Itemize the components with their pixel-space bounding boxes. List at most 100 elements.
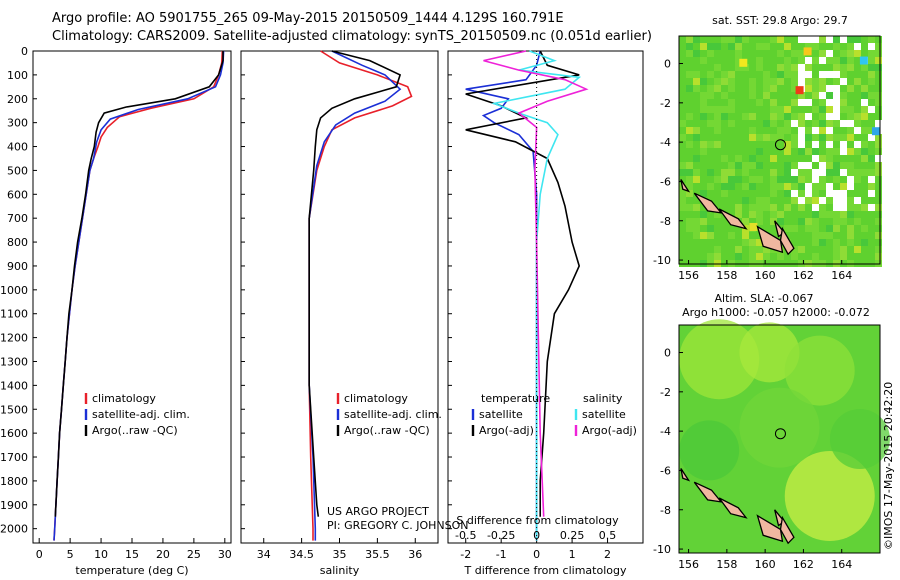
temp-axis-label: temperature (deg C) [75,564,188,577]
sst-pixel [861,190,868,197]
sst-pixel [728,78,735,85]
sst-pixel [763,253,770,260]
sst-pixel [784,218,791,225]
sst-pixel [756,141,763,148]
sst-pixel [875,148,882,155]
sst-pixel [693,239,700,246]
sst-pixel [721,120,728,127]
diff-series-line-1 [465,50,581,517]
sst-pixel [707,232,714,239]
sst-pixel [714,253,721,260]
sst-pixel [833,78,840,85]
sst-pixel [749,211,756,218]
sst-pixel [875,211,882,218]
sst-pixel [763,134,770,141]
sst-pixel [686,225,693,232]
sst-pixel [763,169,770,176]
sst-pixel [812,106,819,113]
sst-pixel [833,197,840,204]
sst-pixel [791,134,798,141]
s-diff-tick-label: -0.5 [455,529,476,542]
sst-pixel [854,204,861,211]
sst-pixel [791,78,798,85]
sst-pixel [854,134,861,141]
sst-pixel [756,162,763,169]
sst-pixel [763,183,770,190]
sst-pixel [770,92,777,99]
sst-pixel [749,239,756,246]
sst-pixel [700,190,707,197]
sst-pixel [735,211,742,218]
sst-pixel [854,99,861,106]
sst-pixel [875,176,882,183]
sst-pixel [833,134,840,141]
sst-pixel [777,134,784,141]
sst-pixel [700,239,707,246]
sst-pixel [728,239,735,246]
sst-pixel [721,246,728,253]
sst-pixel [700,85,707,92]
sst-pixel [742,183,749,190]
sst-pixel [721,106,728,113]
sst-pixel [847,197,854,204]
sst-pixel [700,232,707,239]
sst-pixel [742,113,749,120]
sst-pixel [728,232,735,239]
sst-pixel [847,155,854,162]
sst-pixel [749,113,756,120]
sst-pixel [847,120,854,127]
sst-pixel [679,85,686,92]
sst-pixel [791,211,798,218]
sst-pixel [840,78,847,85]
sst-pixel [819,43,826,50]
sst-pixel [826,50,833,57]
sst-pixel [700,246,707,253]
sst-pixel [847,141,854,148]
sst-pixel [847,211,854,218]
sst-pixel [847,99,854,106]
sst-pixel [707,71,714,78]
sst-pixel [693,92,700,99]
sst-pixel [686,127,693,134]
sst-pixel [721,43,728,50]
sst-pixel [784,57,791,64]
sst-pixel [693,232,700,239]
sst-pixel [742,43,749,50]
sst-pixel [728,197,735,204]
sst-y-tick-label: 0 [664,58,671,71]
sst-pixel [833,204,840,211]
sst-pixel [798,127,805,134]
sst-pixel [854,169,861,176]
sst-pixel [700,43,707,50]
sst-pixel [812,99,819,106]
sst-pixel [805,253,812,260]
sst-pixel [826,183,833,190]
sst-pixel [756,176,763,183]
sst-pixel [749,190,756,197]
sst-pixel [770,106,777,113]
sst-pixel [847,176,854,183]
sst-pixel [826,120,833,127]
sst-pixel [833,155,840,162]
sst-pixel [770,78,777,85]
sst-pixel [714,99,721,106]
sst-pixel [693,141,700,148]
sst-pixel [819,239,826,246]
sst-pixel [805,43,812,50]
sst-pixel [854,43,861,50]
sst-pixel [728,253,735,260]
sst-pixel [805,141,812,148]
sst-pixel [826,197,833,204]
sst-pixel [868,204,875,211]
sst-pixel [819,127,826,134]
sst-pixel [819,134,826,141]
sst-pixel [739,58,748,67]
sst-pixel [714,78,721,85]
sst-pixel [693,253,700,260]
sst-pixel [791,120,798,127]
sst-pixel [714,197,721,204]
sla-y-tick-label: -4 [660,425,671,438]
sla-x-tick-label: 160 [755,558,776,571]
sst-pixel [714,134,721,141]
sst-pixel [700,183,707,190]
